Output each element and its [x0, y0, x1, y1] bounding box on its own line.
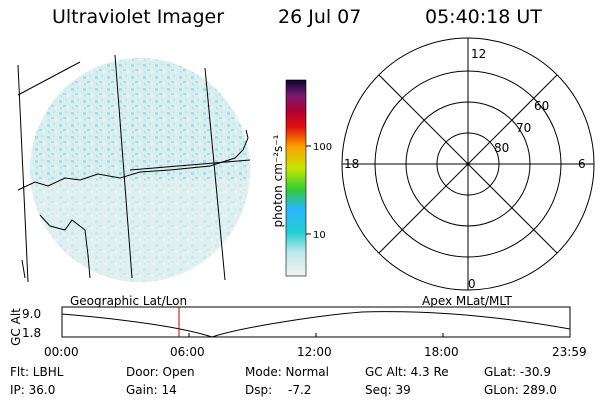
gc-alt-info: GC Alt: 4.3 Re [365, 365, 449, 379]
timeline-xtick-1800: 18:00 [424, 345, 459, 359]
seq-info: Seq: 39 [365, 383, 411, 397]
timeline-xtick-0600: 06:00 [170, 345, 205, 359]
polar-plot: 12 18 6 0 60 70 80 [341, 37, 595, 291]
timeline-xtick-1200: 12:00 [297, 345, 332, 359]
timeline-xticks [188, 333, 444, 337]
observation-time: 05:40:18 UT [425, 6, 542, 28]
mlat-label-60: 60 [534, 99, 549, 113]
mode-info: Mode: Normal [245, 365, 329, 379]
coastline [17, 129, 249, 279]
mlat-label-80: 80 [494, 141, 509, 155]
timeline-xtick-2359: 23:59 [552, 345, 587, 359]
geographic-label: Geographic Lat/Lon [70, 294, 188, 308]
ip-info: IP: 36.0 [10, 383, 56, 397]
colorbar-label: photon cm⁻²s⁻¹ [271, 134, 285, 228]
door-info: Door: Open [126, 365, 195, 379]
glat-info: GLat: -30.9 [484, 365, 551, 379]
observation-date: 26 Jul 07 [278, 6, 362, 28]
geographic-image-panel [17, 54, 251, 283]
mlt-label-6: 6 [578, 157, 586, 171]
mlt-label-18: 18 [344, 157, 359, 171]
mlt-label-0: 0 [468, 277, 476, 291]
glon-info: GLon: 289.0 [484, 383, 557, 397]
timeline-ytick-low: 1.8 [22, 326, 42, 340]
filter-info: Flt: LBHL [10, 365, 64, 379]
timeline-plot [61, 306, 571, 338]
apex-label: Apex MLat/MLT [422, 294, 512, 308]
uv-image-disc [30, 58, 250, 282]
timeline-ylabel: GC Alt [9, 308, 23, 346]
altitude-curve [61, 311, 571, 338]
timeline-ytick-high: 9.0 [22, 307, 42, 321]
dsp-value: -7.2 [288, 383, 312, 397]
mlt-label-12: 12 [471, 47, 486, 61]
mlat-label-70: 70 [516, 121, 531, 135]
instrument-title: Ultraviolet Imager [52, 6, 225, 28]
colorbar: 100 10 [285, 79, 332, 277]
colorbar-tick-10: 10 [313, 230, 326, 241]
colorbar-tick-100: 100 [313, 142, 332, 153]
dsp-label: Dsp: [245, 383, 273, 397]
polar-grid [341, 37, 595, 291]
geo-grid-lines [17, 54, 251, 283]
timeline-xtick-0000: 00:00 [44, 345, 79, 359]
gain-info: Gain: 14 [126, 383, 177, 397]
